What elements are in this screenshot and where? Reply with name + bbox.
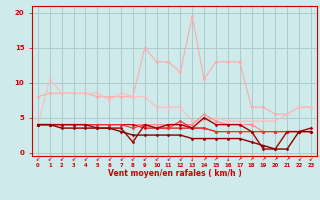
X-axis label: Vent moyen/en rafales ( km/h ): Vent moyen/en rafales ( km/h ) <box>108 169 241 178</box>
